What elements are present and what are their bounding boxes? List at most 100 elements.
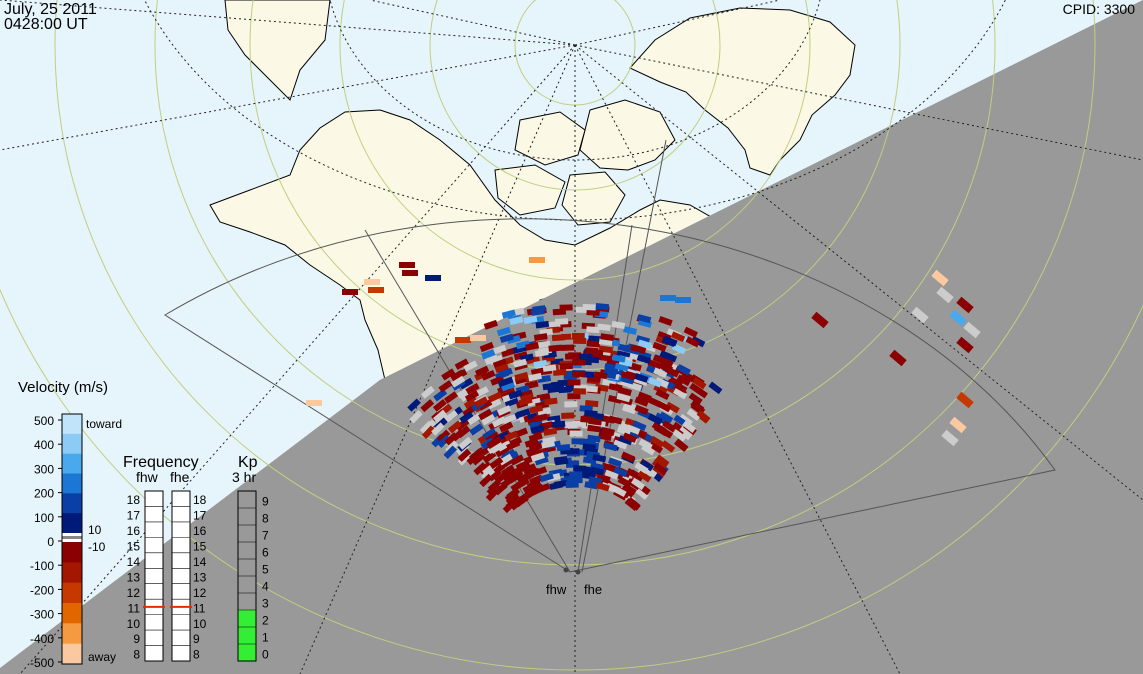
echo-cell	[587, 424, 601, 433]
echo-cell	[634, 487, 649, 500]
echo-cell	[536, 340, 551, 349]
echo-cell	[556, 443, 571, 452]
echo-cell	[620, 375, 635, 385]
echo-cell	[626, 467, 641, 480]
echo-cell	[458, 436, 473, 450]
echo-cell	[561, 344, 575, 351]
echo-cell	[552, 368, 567, 376]
echo-cell	[399, 262, 415, 268]
echo-cell	[501, 468, 516, 481]
echo-cell	[473, 462, 487, 476]
echo-cell	[514, 371, 529, 382]
echo-cell	[690, 400, 705, 413]
echo-cell	[515, 459, 531, 471]
echo-cell	[564, 401, 578, 408]
velocity-tick-label: -400	[30, 632, 54, 646]
echo-cell	[603, 442, 618, 452]
echo-cell	[533, 413, 548, 423]
near-zero-bottom-label: -10	[88, 540, 106, 554]
echo-cell	[582, 303, 596, 311]
radar-site-fhw	[563, 567, 569, 573]
echo-cell	[597, 323, 611, 332]
echo-cell	[479, 341, 494, 353]
echo-cell	[674, 439, 688, 452]
velocity-tick-label: -300	[30, 608, 54, 622]
echo-cell	[659, 411, 674, 424]
echo-cell	[433, 409, 447, 423]
echo-cell	[618, 435, 633, 446]
colorbar-away-segment	[62, 582, 82, 604]
echo-cell	[564, 422, 578, 429]
echo-cell	[659, 350, 674, 361]
echo-cell	[647, 377, 662, 388]
echo-cell	[508, 389, 523, 400]
echo-cell	[676, 374, 691, 387]
echo-cell	[634, 396, 649, 407]
echo-cell	[956, 391, 974, 409]
echo-cell	[611, 354, 626, 363]
echo-cell	[665, 366, 680, 378]
echo-cell	[422, 419, 437, 433]
echo-cell	[617, 476, 632, 488]
velocity-echoes	[306, 257, 981, 514]
echo-cell	[529, 404, 544, 414]
echo-cell	[402, 270, 418, 276]
echo-cell	[528, 474, 544, 486]
echo-cell	[528, 432, 543, 443]
echo-cell	[506, 334, 521, 345]
echo-cell	[489, 456, 504, 470]
echo-cell	[342, 289, 358, 295]
frequency-tick-left: 15	[127, 540, 141, 554]
echo-cell	[584, 409, 598, 418]
frequency-tick-right: 8	[193, 648, 200, 662]
echo-cell	[481, 369, 496, 381]
echo-cell	[494, 363, 509, 374]
echo-cell	[637, 470, 652, 483]
echo-cell	[572, 359, 586, 366]
echo-cell	[626, 424, 641, 435]
echo-cell	[569, 471, 583, 478]
colorbar-away-segment	[62, 542, 82, 563]
echo-cell	[637, 318, 652, 328]
frequency-tick-left: 12	[127, 586, 141, 600]
velocity-tick-label: 200	[34, 487, 54, 501]
echo-cell	[509, 316, 524, 326]
velocity-tick-label: 300	[34, 462, 54, 476]
echo-cell	[579, 353, 593, 361]
echo-cell	[595, 302, 610, 311]
near-zero-top-label: 10	[88, 523, 102, 537]
echo-cell	[541, 440, 556, 449]
echo-cell	[631, 477, 646, 491]
echo-cell	[512, 358, 527, 368]
velocity-scale-title: Velocity (m/s)	[18, 379, 108, 396]
echo-cell	[682, 420, 697, 434]
frequency-tick-right: 15	[193, 540, 207, 554]
echo-cell	[653, 367, 668, 378]
echo-cell	[469, 448, 483, 462]
radar-label-fhw: fhw	[546, 582, 567, 597]
echo-cell	[638, 438, 653, 451]
echo-cell	[554, 457, 569, 466]
echo-cell	[306, 400, 322, 406]
echo-cell	[505, 496, 520, 510]
echo-cell	[499, 333, 514, 344]
echo-cell	[617, 386, 632, 396]
echo-cell	[592, 453, 607, 463]
colorbar-toward-segment	[62, 414, 82, 435]
echo-cell	[653, 462, 668, 476]
echo-cell	[532, 305, 546, 313]
echo-cell	[636, 354, 651, 364]
echo-cell	[536, 482, 551, 494]
away-label: away	[88, 650, 116, 664]
echo-cell	[559, 362, 573, 370]
echo-cell	[676, 363, 691, 376]
echo-cell	[600, 427, 615, 436]
echo-cell	[936, 286, 954, 304]
colorbar-away-segment	[62, 623, 82, 645]
echo-cell	[485, 487, 500, 502]
colorbar-toward-segment	[62, 493, 82, 514]
echo-cell	[482, 450, 497, 464]
kp-tick-label: 0	[262, 647, 269, 661]
